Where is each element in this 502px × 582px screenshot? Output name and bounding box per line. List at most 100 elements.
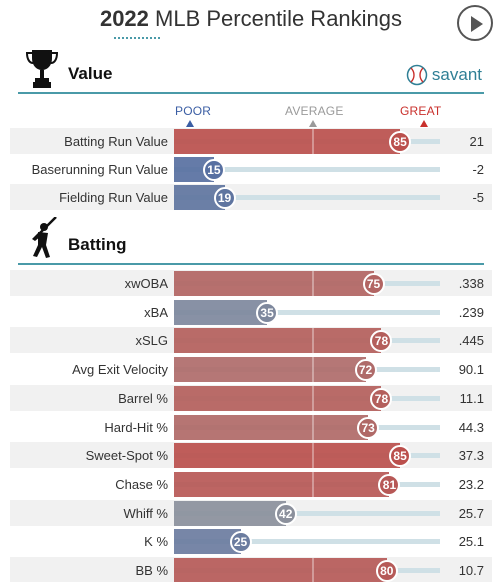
- metric-label: Hard-Hit %: [104, 419, 168, 435]
- metric-label: Fielding Run Value: [59, 190, 168, 205]
- savant-logo[interactable]: savant: [406, 64, 482, 86]
- percentile-bar: [174, 443, 401, 469]
- metric-value: -2: [472, 162, 484, 177]
- metric-row-sweet-spot[interactable]: Sweet-Spot % 85 37.3: [0, 442, 502, 470]
- metric-value: .239: [458, 304, 484, 320]
- percentile-track: [174, 195, 440, 200]
- average-marker: [312, 357, 314, 383]
- percentile-bubble: 35: [256, 301, 279, 324]
- percentile-bar: [174, 129, 401, 154]
- metric-value: 11.1: [459, 390, 484, 406]
- percentile-bubble: 78: [370, 330, 393, 353]
- percentile-bubble: 78: [370, 387, 393, 410]
- percentile-bar: [174, 558, 387, 582]
- page-header: 2022 MLB Percentile Rankings: [0, 0, 502, 50]
- page-title: 2022 MLB Percentile Rankings: [0, 6, 502, 32]
- metric-label: Avg Exit Velocity: [72, 362, 168, 378]
- metric-row-chase[interactable]: Chase % 81 23.2: [0, 471, 502, 499]
- metric-row-xwoba[interactable]: xwOBA 75 .338: [0, 270, 502, 298]
- percentile-bubble: 72: [354, 359, 377, 382]
- section-header-value: Value savant: [18, 50, 484, 94]
- metric-row-k[interactable]: K % 25 25.1: [0, 528, 502, 556]
- title-year: 2022: [99, 6, 149, 31]
- percentile-bar: [174, 299, 268, 325]
- metric-label: xBA: [144, 304, 168, 320]
- average-marker: [312, 129, 314, 154]
- percentile-bubble: 85: [389, 445, 412, 468]
- metric-row-avg-exit-velocity[interactable]: Avg Exit Velocity 72 90.1: [0, 356, 502, 384]
- percentile-bubble: 73: [357, 416, 380, 439]
- metric-label: Batting Run Value: [64, 134, 168, 149]
- percentile-track: [174, 510, 440, 516]
- percentile-bar: [174, 500, 286, 526]
- percentile-bubble: 42: [274, 502, 297, 525]
- scale-great-label: GREAT: [400, 104, 442, 118]
- metric-value: -5: [472, 190, 484, 205]
- metric-label: Chase %: [115, 476, 168, 492]
- scale-average-label: AVERAGE: [285, 104, 344, 118]
- section-title-value: Value: [68, 64, 113, 83]
- average-marker: [312, 414, 314, 440]
- metric-value: 25.1: [458, 534, 484, 550]
- metric-label: Whiff %: [123, 505, 168, 521]
- metric-row-whiff[interactable]: Whiff % 42 25.7: [0, 499, 502, 528]
- metric-value: 90.1: [458, 362, 484, 378]
- metric-value: 21: [469, 134, 484, 149]
- percentile-bar: [174, 529, 241, 555]
- metric-label: Baserunning Run Value: [31, 162, 168, 177]
- percentile-bubble: 81: [378, 473, 401, 496]
- metric-row-batting-run-value[interactable]: Batting Run Value 85 21: [0, 128, 502, 156]
- metric-row-fielding-run-value[interactable]: Fielding Run Value 19 -5: [0, 184, 502, 212]
- metric-label: xwOBA: [124, 276, 168, 291]
- metric-row-baserunning-run-value[interactable]: Baserunning Run Value 15 -2: [0, 156, 502, 184]
- scale-great-arrow: [420, 120, 428, 127]
- average-marker: [312, 328, 314, 354]
- average-marker: [312, 385, 314, 411]
- section-header-batting: Batting: [18, 217, 484, 265]
- scale-poor-label: POOR: [175, 104, 212, 118]
- metric-value: .445: [458, 333, 484, 349]
- percentile-bar: [174, 357, 366, 383]
- metric-value: .338: [458, 276, 484, 291]
- metric-row-xba[interactable]: xBA 35 .239: [0, 299, 502, 327]
- percentile-bubble: 15: [202, 159, 225, 181]
- metric-row-xslg[interactable]: xSLG 78 .445: [0, 327, 502, 355]
- metric-value: 23.2: [458, 476, 484, 492]
- metric-row-barrel[interactable]: Barrel % 78 11.1: [0, 384, 502, 413]
- percentile-bubble: 80: [375, 560, 398, 582]
- percentile-bar: [174, 471, 390, 497]
- metric-value: 37.3: [458, 448, 484, 464]
- metric-label: K %: [144, 534, 168, 550]
- average-marker: [312, 471, 314, 497]
- scale-average-arrow: [309, 120, 317, 127]
- percentile-bar: [174, 328, 382, 354]
- metric-label: xSLG: [135, 333, 168, 349]
- percentile-track: [174, 309, 440, 315]
- percentile-scale: POOR AVERAGE GREAT: [0, 104, 502, 128]
- metric-label: Barrel %: [118, 390, 168, 406]
- metric-value: 25.7: [458, 505, 484, 521]
- metric-value: 10.7: [458, 563, 484, 578]
- batter-icon: [32, 217, 57, 258]
- title-underline: [114, 37, 160, 39]
- scale-poor-arrow: [186, 120, 194, 127]
- average-marker: [312, 558, 314, 582]
- section-title-batting: Batting: [68, 235, 127, 254]
- percentile-bar: [174, 271, 374, 296]
- percentile-bar: [174, 385, 382, 411]
- title-text: MLB Percentile Rankings: [148, 6, 403, 31]
- percentile-bar: [174, 414, 369, 440]
- metric-label: BB %: [135, 563, 168, 578]
- metric-row-bb[interactable]: BB % 80 10.7: [0, 557, 502, 582]
- metric-row-hard-hit[interactable]: Hard-Hit % 73 44.3: [0, 414, 502, 442]
- metric-label: Sweet-Spot %: [85, 448, 168, 464]
- savant-text: savant: [431, 65, 482, 84]
- average-marker: [312, 443, 314, 469]
- baseball-icon: [406, 64, 428, 86]
- percentile-bubble: 85: [389, 131, 412, 153]
- percentile-track: [174, 167, 440, 172]
- percentile-bubble: 19: [213, 187, 236, 209]
- percentile-track: [174, 539, 440, 545]
- play-button[interactable]: [457, 5, 493, 41]
- play-icon: [471, 16, 483, 32]
